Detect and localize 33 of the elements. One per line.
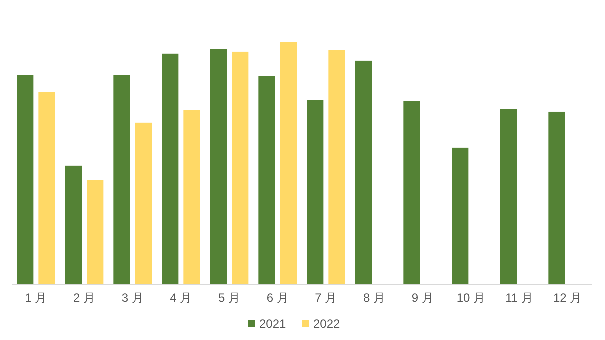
bar [162, 54, 179, 285]
bar [135, 122, 152, 285]
bar [355, 60, 372, 285]
bar [280, 42, 297, 285]
x-tick-label: 8 月 [363, 291, 386, 305]
bar [307, 100, 324, 285]
legend-label: 2022 [314, 317, 341, 331]
bar [232, 52, 249, 285]
x-tick-label: 1 月 [25, 291, 48, 305]
bar [17, 75, 34, 285]
x-tick-label: 6 月 [266, 291, 289, 305]
bar [258, 76, 276, 285]
bar [452, 148, 469, 285]
bar [87, 180, 104, 285]
x-tick-label: 4 月 [170, 291, 192, 305]
x-tick-label: 5 月 [218, 291, 241, 305]
bar [500, 109, 517, 285]
bar [184, 110, 200, 285]
bar [114, 75, 130, 285]
x-tick-label: 11 月 [506, 291, 534, 305]
x-tick-label: 3 月 [122, 291, 144, 305]
legend-label: 2021 [260, 317, 287, 331]
bar [404, 101, 420, 285]
bar [210, 49, 227, 285]
bar [38, 92, 56, 285]
x-tick-label: 10 月 [456, 291, 486, 305]
x-tick-label: 2 月 [73, 291, 96, 305]
bar [65, 166, 82, 285]
bar [548, 112, 566, 285]
x-tick-label: 12 月 [553, 291, 582, 305]
bar [328, 50, 346, 285]
x-tick-label: 7 月 [315, 291, 338, 305]
x-tick-label: 9 月 [412, 291, 434, 305]
